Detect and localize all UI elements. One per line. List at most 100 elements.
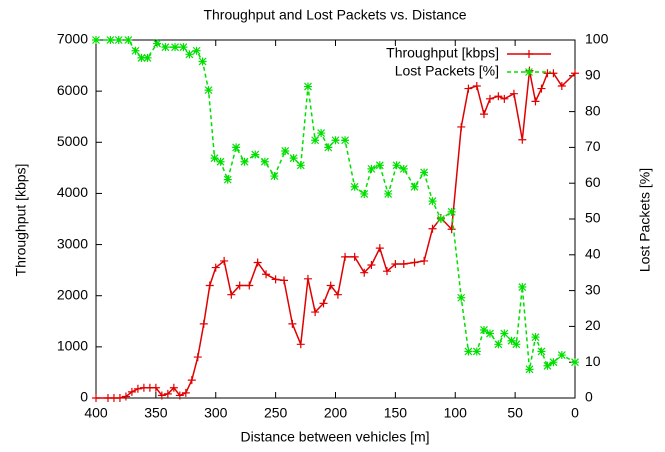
data-point: [494, 92, 503, 101]
data-point: [187, 376, 196, 385]
data-point: [106, 36, 115, 44]
data-point: [326, 281, 335, 290]
data-point: [163, 389, 172, 398]
data-point: [571, 358, 579, 367]
y-tick-label: 5000: [57, 133, 88, 149]
data-point: [240, 157, 249, 166]
plot-frame: [95, 39, 576, 399]
data-point: [537, 347, 546, 356]
data-point: [311, 136, 320, 145]
data-point: [270, 172, 279, 181]
y-tick-label: 7000: [57, 31, 88, 47]
data-point: [375, 161, 384, 170]
data-point: [281, 146, 290, 155]
data-point: [211, 263, 220, 272]
legend-label: Lost Packets [%]: [395, 63, 499, 79]
data-point: [367, 164, 376, 173]
y2-tick-label: 90: [585, 67, 601, 83]
y2-tick-label: 80: [585, 102, 601, 118]
data-point: [494, 340, 503, 349]
data-point: [253, 258, 262, 267]
x-tick-label: 300: [204, 405, 228, 421]
data-point: [143, 53, 152, 62]
data-point: [500, 329, 509, 338]
data-point: [220, 256, 229, 265]
data-point: [571, 69, 579, 78]
data-point: [185, 50, 194, 59]
data-point: [360, 189, 369, 198]
data-point: [472, 347, 481, 356]
data-point: [331, 136, 340, 145]
data-point: [350, 182, 359, 191]
data-point: [296, 161, 305, 170]
y2-tick-label: 50: [585, 210, 601, 226]
data-point: [137, 53, 146, 62]
data-point: [199, 319, 208, 328]
data-point: [153, 39, 162, 48]
data-point: [227, 290, 236, 299]
data-point: [436, 215, 445, 223]
x-tick-label: 50: [507, 405, 523, 421]
y2-tick-label: 30: [585, 281, 601, 297]
data-point: [485, 94, 494, 103]
y2-tick-label: 70: [585, 138, 601, 154]
data-point: [479, 110, 488, 119]
x-tick-label: 400: [84, 405, 108, 421]
data-point: [210, 154, 219, 163]
data-point: [399, 164, 408, 173]
data-point: [192, 46, 201, 55]
legend-label: Throughput [kbps]: [386, 45, 499, 61]
y2-tick-label: 10: [585, 353, 601, 369]
data-point: [262, 270, 271, 279]
data-point: [317, 129, 326, 138]
series-line: [96, 39, 576, 370]
data-point: [169, 383, 178, 392]
data-point: [518, 135, 527, 144]
y-tick-label: 6000: [57, 82, 88, 98]
data-point: [280, 276, 289, 285]
data-point: [223, 175, 232, 184]
data-point: [289, 154, 298, 163]
y2-tick-label: 20: [585, 317, 601, 333]
chart-title: Throughput and Lost Packets vs. Distance: [203, 7, 466, 23]
y-tick-label: 3000: [57, 235, 88, 251]
data-point: [512, 340, 521, 349]
data-point: [350, 252, 359, 261]
data-point: [157, 391, 166, 400]
data-point: [171, 43, 180, 52]
x-tick-label: 250: [264, 405, 288, 421]
data-point: [549, 358, 558, 367]
series-line: [96, 70, 576, 399]
data-point: [319, 299, 328, 308]
data-point: [205, 281, 214, 290]
data-point: [124, 36, 133, 44]
y2-tick-label: 0: [585, 389, 593, 405]
data-point: [384, 189, 393, 198]
data-point: [391, 260, 400, 269]
data-point: [479, 325, 488, 334]
data-point: [500, 94, 509, 103]
data-point: [410, 182, 419, 191]
data-point: [464, 84, 473, 93]
data-point: [518, 283, 527, 292]
data-point: [509, 89, 518, 98]
data-point: [260, 157, 269, 166]
data-point: [410, 258, 419, 267]
data-point: [92, 36, 100, 44]
data-point: [525, 68, 533, 76]
data-point: [341, 136, 350, 145]
x-tick-label: 0: [571, 405, 579, 421]
data-point: [367, 261, 376, 270]
data-point: [311, 308, 320, 317]
data-point: [92, 394, 100, 402]
data-point: [457, 293, 466, 302]
data-point: [296, 340, 305, 349]
data-point: [288, 319, 297, 328]
data-point: [428, 197, 437, 206]
data-point: [133, 384, 142, 393]
data-point: [251, 150, 260, 159]
data-point: [193, 353, 202, 362]
data-point: [507, 336, 516, 345]
y2-tick-label: 40: [585, 246, 601, 262]
x-tick-label: 150: [384, 405, 408, 421]
